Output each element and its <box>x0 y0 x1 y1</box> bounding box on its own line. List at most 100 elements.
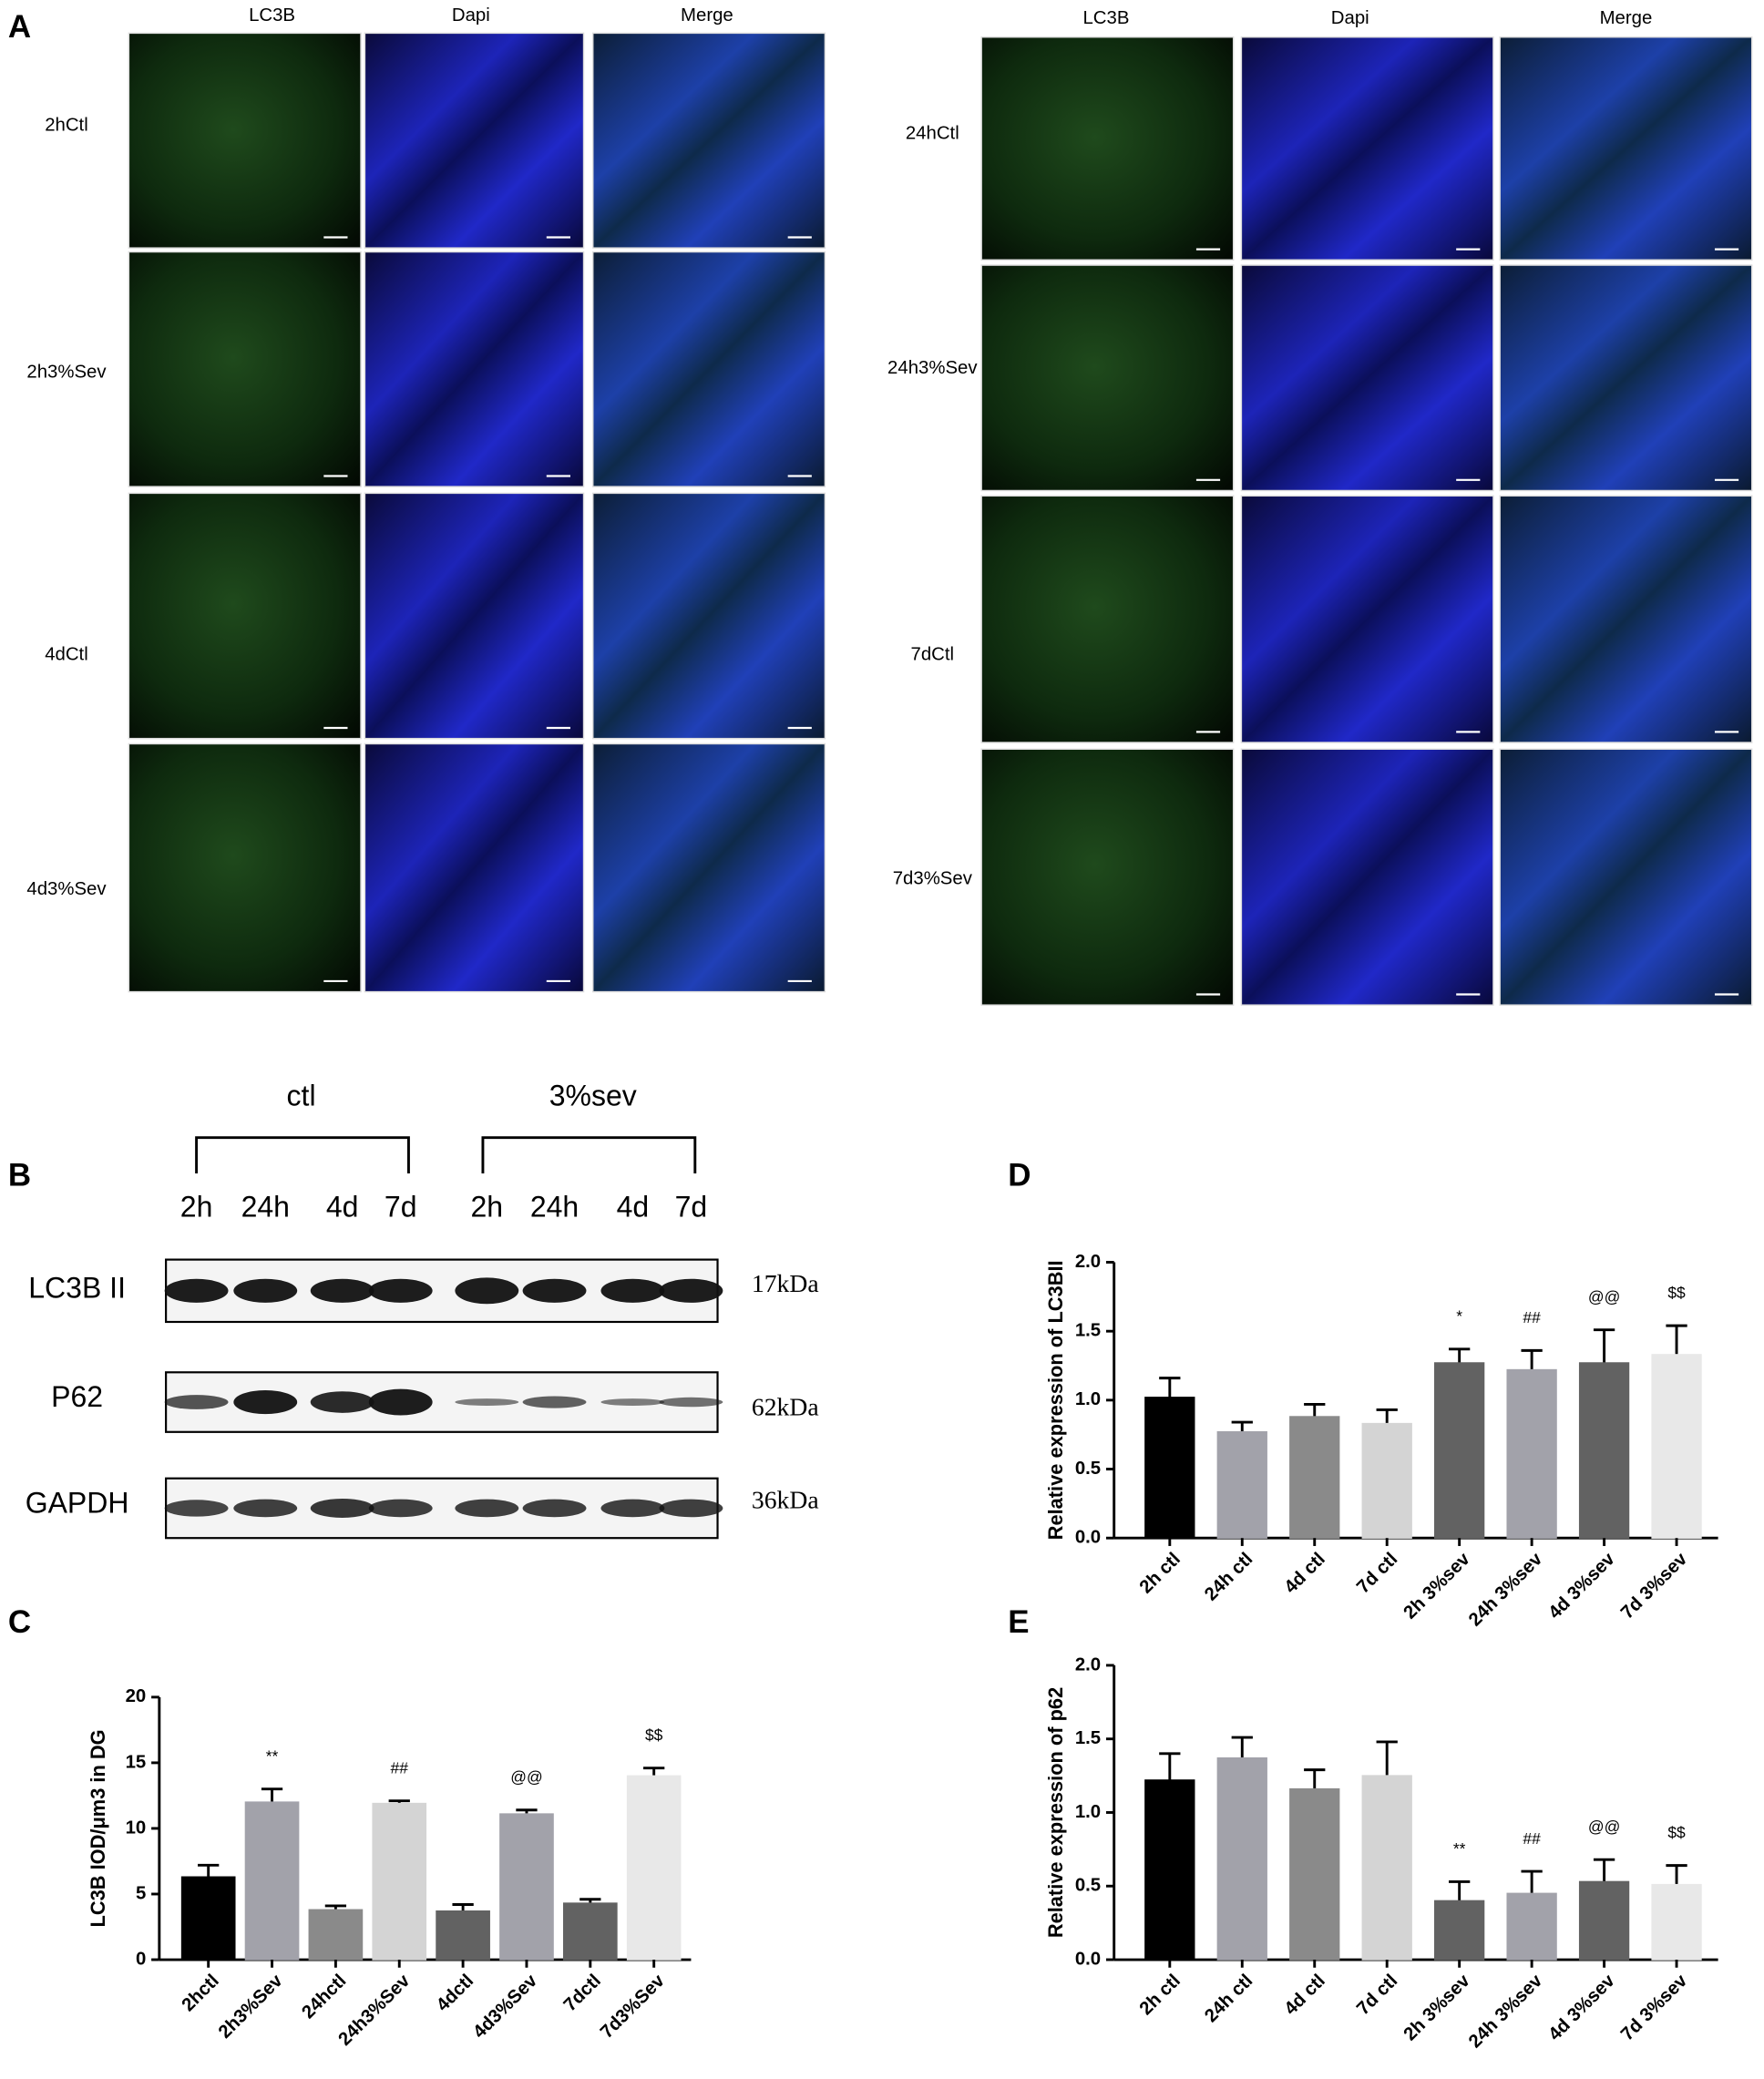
y-tick-label: 20 <box>126 1686 147 1706</box>
y-tick-label: 0.0 <box>1075 1528 1101 1548</box>
blot-label: LC3B II <box>28 1272 126 1305</box>
x-tick-label: 7d3%Sev <box>597 1971 669 2043</box>
micrograph <box>1499 748 1753 1006</box>
bar <box>626 1775 682 1961</box>
micrograph <box>980 495 1235 743</box>
micrograph <box>128 492 362 740</box>
bar <box>1651 1354 1702 1539</box>
significance-mark: ## <box>391 1758 409 1777</box>
bracket <box>195 1136 410 1173</box>
significance-mark: @@ <box>510 1767 542 1786</box>
x-tick-label: 7d 3%sev <box>1617 1549 1692 1623</box>
bar <box>1144 1779 1195 1961</box>
band <box>659 1397 723 1408</box>
row-label: 4dCtl <box>45 644 88 664</box>
bar <box>1578 1362 1630 1539</box>
column-header: Dapi <box>452 5 490 26</box>
band <box>310 1391 374 1413</box>
lane-label: 4d <box>617 1191 650 1224</box>
lane-label: 7d <box>675 1191 708 1224</box>
row-label: 2hCtl <box>45 116 88 136</box>
micrograph <box>1499 264 1753 492</box>
y-tick-label: 0.5 <box>1075 1459 1101 1479</box>
bar <box>1578 1880 1630 1961</box>
significance-mark: $$ <box>1667 1823 1686 1841</box>
row-label: 24h3%Sev <box>887 358 978 378</box>
row-label: 7d3%Sev <box>893 868 973 888</box>
column-header: Dapi <box>1331 8 1369 28</box>
y-axis-label: Relative expression of LC3BII <box>1044 1260 1067 1540</box>
y-tick-label: 1.0 <box>1075 1389 1101 1409</box>
band <box>233 1389 298 1415</box>
x-tick-label: 24h ctl <box>1201 1549 1256 1604</box>
band <box>368 1499 433 1518</box>
x-tick-label: 7d 3%sev <box>1617 1971 1692 2045</box>
column-header: LC3B <box>249 5 295 26</box>
band <box>455 1499 519 1518</box>
x-tick-label: 4d ctl <box>1281 1971 1329 2019</box>
x-tick-label: 4dctl <box>433 1971 477 2015</box>
band <box>368 1388 433 1416</box>
y-tick-label: 2.0 <box>1075 1654 1101 1674</box>
blot-label: P62 <box>51 1380 103 1413</box>
band <box>164 1395 229 1409</box>
bracket <box>481 1136 697 1173</box>
significance-mark: ** <box>1453 1839 1466 1858</box>
band <box>522 1278 587 1303</box>
significance-mark: ** <box>266 1746 279 1765</box>
band <box>600 1278 665 1303</box>
blot-size: 62kDa <box>752 1392 819 1420</box>
lane-label: 2h <box>180 1191 213 1224</box>
row-label: 2h3%Sev <box>26 362 107 382</box>
x-tick-label: 2h ctl <box>1136 1971 1185 2019</box>
y-tick-label: 1.5 <box>1075 1321 1101 1341</box>
bar <box>1216 1430 1267 1539</box>
micrograph <box>980 36 1235 261</box>
micrograph <box>1499 36 1753 261</box>
bar <box>372 1802 427 1961</box>
y-tick-label: 0 <box>136 1949 146 1969</box>
y-tick-label: 2.0 <box>1075 1252 1101 1272</box>
bar <box>436 1910 490 1961</box>
significance-mark: $$ <box>645 1726 663 1744</box>
band <box>522 1396 587 1408</box>
band <box>310 1498 374 1518</box>
x-tick-label: 2h3%Sev <box>215 1971 287 2043</box>
x-tick-label: 2h ctl <box>1136 1549 1185 1597</box>
x-tick-label: 2hctl <box>179 1971 223 2015</box>
y-axis-label: LC3B IOD/μm3 in DG <box>87 1729 109 1927</box>
panel-label: C <box>8 1604 31 1640</box>
bar <box>1289 1416 1340 1539</box>
micrograph <box>364 251 585 487</box>
band <box>455 1277 519 1305</box>
y-tick-label: 10 <box>126 1818 147 1838</box>
x-tick-label: 7d ctl <box>1353 1971 1401 2019</box>
blot-size: 17kDa <box>752 1269 819 1297</box>
bar <box>1651 1883 1702 1961</box>
group-label: ctl <box>287 1079 316 1111</box>
bar <box>1506 1368 1557 1539</box>
x-tick-label: 24h ctl <box>1201 1971 1256 2026</box>
panel-label: E <box>1008 1604 1029 1640</box>
panel-label: B <box>8 1158 31 1193</box>
y-tick-label: 1.5 <box>1075 1728 1101 1748</box>
micrograph <box>980 748 1235 1006</box>
micrograph <box>1240 495 1494 743</box>
band <box>233 1278 298 1303</box>
bar <box>1361 1775 1412 1961</box>
significance-mark: @@ <box>1588 1287 1620 1306</box>
bar <box>1361 1422 1412 1539</box>
x-tick-label: 4d 3%sev <box>1544 1549 1619 1623</box>
y-tick-label: 0.5 <box>1075 1876 1101 1896</box>
lane-label: 24h <box>530 1191 579 1224</box>
band <box>233 1499 298 1518</box>
micrograph <box>364 742 585 993</box>
significance-mark: @@ <box>1588 1818 1620 1836</box>
x-tick-label: 2h 3%sev <box>1400 1971 1475 2045</box>
micrograph <box>1240 264 1494 492</box>
bar <box>244 1801 300 1961</box>
band <box>368 1278 433 1303</box>
bar <box>1434 1900 1485 1961</box>
bar <box>1289 1787 1340 1961</box>
